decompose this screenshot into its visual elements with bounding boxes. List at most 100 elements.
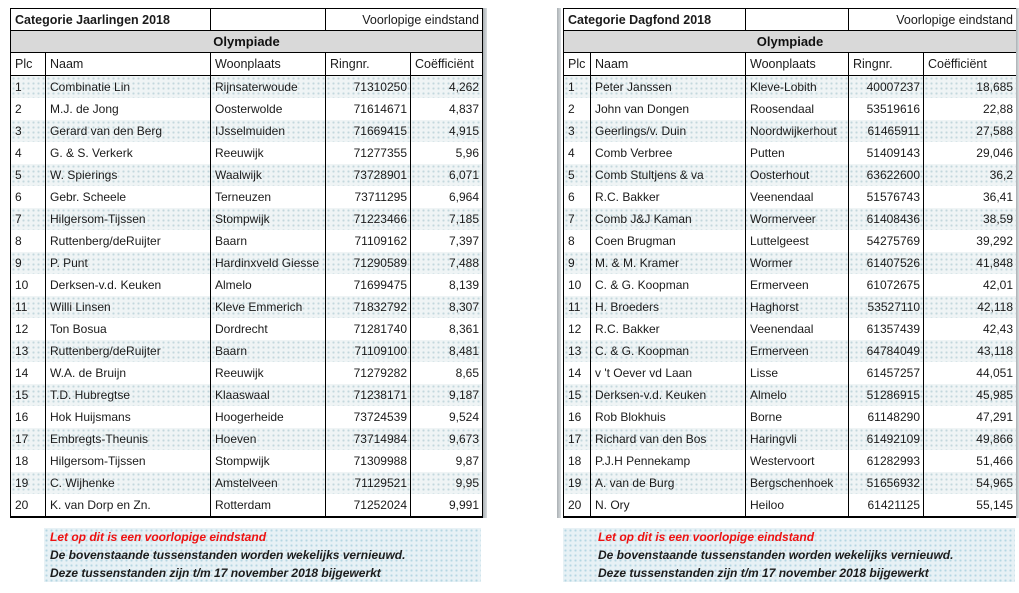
table-row: 6 R.C. Bakker Veenendaal 51576743 36,41 — [564, 186, 1016, 208]
cell-ringnr: 71832792 — [326, 296, 411, 318]
cell-woonplaats: Klaaswaal — [211, 384, 326, 406]
col-header-naam: Naam — [46, 53, 211, 75]
cell-ringnr: 71223466 — [326, 208, 411, 230]
table-row: 14 W.A. de Bruijn Reeuwijk 71279282 8,65 — [11, 362, 482, 384]
table-row: 20 K. van Dorp en Zn. Rotterdam 71252024 9,9… — [11, 494, 482, 516]
cell-woonplaats: Rotterdam — [211, 494, 326, 516]
cell-plc: 4 — [564, 142, 591, 164]
col-header-plc: Plc — [11, 53, 46, 75]
table-title-row: Categorie Jaarlingen 2018 Voorlopige ein… — [11, 9, 482, 31]
col-header-ringnr: Ringnr. — [326, 53, 411, 75]
cell-naam: Gebr. Scheele — [46, 186, 211, 208]
cell-coefficient: 51,466 — [976, 454, 1013, 468]
cell-plc: 11 — [11, 296, 46, 318]
cell-naam: Rob Blokhuis — [591, 406, 746, 428]
table-row: 9 P. Punt Hardinxveld Giesse 71290589 7,488 — [11, 252, 482, 274]
table-row: 16 Rob Blokhuis Borne 61148290 47,291 — [564, 406, 1016, 428]
cell-plc: 18 — [564, 450, 591, 472]
cell-plc: 1 — [564, 76, 591, 98]
cell-ringnr: 61465911 — [849, 120, 924, 142]
cell-naam: Comb Verbree — [591, 142, 746, 164]
cell-ringnr: 61457257 — [849, 362, 924, 384]
cell-ringnr: 53519616 — [849, 98, 924, 120]
cell-naam: G. & S. Verkerk — [46, 142, 211, 164]
table-row: 10 Derksen-v.d. Keuken Almelo 71699475 8,139 — [11, 274, 482, 296]
cell-coefficient: 54,965 — [976, 476, 1013, 490]
title-spacer-cell — [211, 9, 326, 30]
cell-coefficient: 27,588 — [976, 124, 1013, 138]
table-edge-shadow-left — [483, 8, 487, 518]
cell-naam: M.J. de Jong — [46, 98, 211, 120]
cell-woonplaats: Reeuwijk — [211, 142, 326, 164]
cell-coefficient: 4,262 — [448, 80, 479, 94]
cell-woonplaats: Borne — [746, 406, 849, 428]
cell-plc: 14 — [564, 362, 591, 384]
cell-coefficient: 9,187 — [448, 388, 479, 402]
cell-woonplaats: Oosterhout — [746, 164, 849, 186]
cell-coefficient: 36,2 — [989, 168, 1013, 182]
cell-plc: 2 — [11, 98, 46, 120]
cell-plc: 10 — [564, 274, 591, 296]
cell-ringnr: 71669415 — [326, 120, 411, 142]
cell-coefficient: 45,985 — [976, 388, 1013, 402]
cell-naam: Comb Stultjens & va — [591, 164, 746, 186]
table-row: 3 Geerlings/v. Duin Noordwijkerhout 6146591… — [564, 120, 1016, 142]
table-body: 1 Combinatie Lin Rijnsaterwoude 71310250 4,2… — [11, 76, 482, 516]
table-title: Categorie Dagfond 2018 — [564, 9, 746, 30]
cell-coefficient: 41,848 — [976, 256, 1013, 270]
cell-ringnr: 61408436 — [849, 208, 924, 230]
cell-woonplaats: Stompwijk — [211, 208, 326, 230]
table-row: 19 C. Wijhenke Amstelveen 71129521 9,95 — [11, 472, 482, 494]
cell-woonplaats: Kleve Emmerich — [211, 296, 326, 318]
cell-plc: 20 — [11, 494, 46, 516]
cell-plc: 7 — [564, 208, 591, 230]
cell-coefficient: 42,01 — [982, 278, 1013, 292]
cell-naam: Derksen-v.d. Keuken — [46, 274, 211, 296]
cell-naam: Gerard van den Berg — [46, 120, 211, 142]
cell-woonplaats: Almelo — [746, 384, 849, 406]
note-line3: Deze tussenstanden zijn t/m 17 november … — [598, 566, 929, 580]
table-row: 17 Embregts-Theunis Hoeven 73714984 9,673 — [11, 428, 482, 450]
cell-woonplaats: Veenendaal — [746, 186, 849, 208]
column-header-row: Plc Naam Woonplaats Ringnr. Coëfficiënt — [11, 53, 482, 76]
standings-table-dagfond: Categorie Dagfond 2018 Voorlopige eindst… — [563, 8, 1017, 582]
cell-woonplaats: Hoogerheide — [211, 406, 326, 428]
cell-coefficient: 5,96 — [455, 146, 479, 160]
cell-plc: 17 — [11, 428, 46, 450]
cell-woonplaats: IJsselmuiden — [211, 120, 326, 142]
group-label: Olympiade — [213, 34, 280, 49]
cell-woonplaats: Ermerveen — [746, 274, 849, 296]
cell-naam: Hok Huijsmans — [46, 406, 211, 428]
table-row: 8 Ruttenberg/deRuijter Baarn 71109162 7,397 — [11, 230, 482, 252]
cell-woonplaats: Noordwijkerhout — [746, 120, 849, 142]
table-row: 6 Gebr. Scheele Terneuzen 73711295 6,964 — [11, 186, 482, 208]
cell-ringnr: 71238171 — [326, 384, 411, 406]
cell-naam: Derksen-v.d. Keuken — [591, 384, 746, 406]
cell-woonplaats: Ermerveen — [746, 340, 849, 362]
cell-plc: 4 — [11, 142, 46, 164]
cell-coefficient: 6,964 — [448, 190, 479, 204]
cell-naam: Geerlings/v. Duin — [591, 120, 746, 142]
table-row: 8 Coen Brugman Luttelgeest 54275769 39,292 — [564, 230, 1016, 252]
cell-naam: P. Punt — [46, 252, 211, 274]
cell-coefficient: 42,118 — [977, 300, 1013, 314]
cell-naam: C. Wijhenke — [46, 472, 211, 494]
col-header-woonplaats: Woonplaats — [211, 53, 326, 75]
cell-plc: 9 — [11, 252, 46, 274]
cell-woonplaats: Putten — [746, 142, 849, 164]
cell-coefficient: 4,915 — [448, 124, 479, 138]
col-header-coefficient: Coëfficiënt — [415, 57, 474, 71]
cell-naam: Ruttenberg/deRuijter — [46, 340, 211, 362]
cell-plc: 20 — [564, 494, 591, 516]
cell-coefficient: 8,65 — [455, 366, 479, 380]
col-header-woonplaats: Woonplaats — [746, 53, 849, 75]
cell-naam: T.D. Hubregtse — [46, 384, 211, 406]
table-row: 15 T.D. Hubregtse Klaaswaal 71238171 9,187 — [11, 384, 482, 406]
table-row: 18 P.J.H Pennekamp Westervoort 61282993 51,4… — [564, 450, 1016, 472]
cell-ringnr: 71109100 — [326, 340, 411, 362]
cell-naam: P.J.H Pennekamp — [591, 450, 746, 472]
cell-naam: N. Ory — [591, 494, 746, 516]
cell-plc: 8 — [11, 230, 46, 252]
cell-woonplaats: Oosterwolde — [211, 98, 326, 120]
